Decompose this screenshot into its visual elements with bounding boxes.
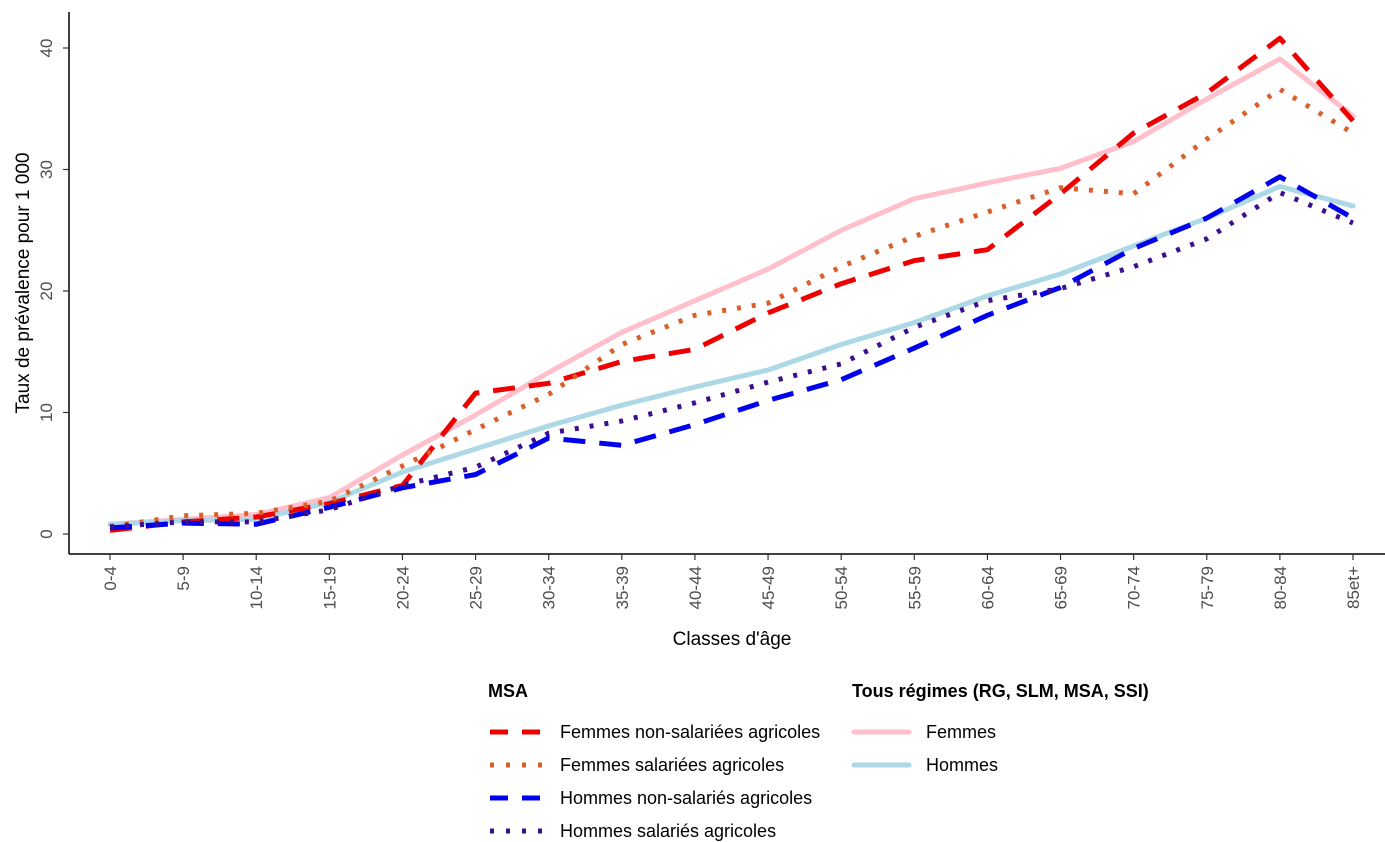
y-ticks: 0 10 20 30 40 [37, 39, 69, 539]
x-tick-label: 30-34 [540, 566, 559, 609]
legend-label: Femmes non-salariées agricoles [560, 722, 820, 742]
series-line-hommes [107, 184, 1356, 527]
x-tick-label: 20-24 [393, 566, 412, 609]
x-tick-label: 25-29 [467, 566, 486, 609]
legend-label: Femmes [926, 722, 996, 742]
x-tick-label: 45-49 [759, 566, 778, 609]
legend-label: Hommes non-salariés agricoles [560, 788, 812, 808]
x-tick-label: 5-9 [174, 566, 193, 591]
legend-group-title: MSA [488, 681, 528, 701]
x-tick-label: 35-39 [613, 566, 632, 609]
x-tick-label: 60-64 [978, 566, 997, 609]
y-tick-label: 0 [37, 529, 56, 538]
x-tick-label: 15-19 [320, 566, 339, 609]
x-tick-label: 55-59 [905, 566, 924, 609]
y-tick-label: 30 [37, 160, 56, 179]
x-axis-title: Classes d'âge [673, 629, 792, 650]
legend-label: Hommes [926, 755, 998, 775]
y-tick-label: 20 [37, 282, 56, 301]
x-ticks: 0-4 5-9 10-14 15-19 20-24 25-29 30-34 35-39 40-4… [101, 554, 1363, 609]
series-line-femmes-salariees-agricoles [109, 86, 1355, 530]
series-line-hommes-salaries-agricoles [109, 190, 1354, 530]
series-line-hommes-non-salaries-agricoles [109, 174, 1355, 531]
x-tick-label: 40-44 [686, 566, 705, 609]
x-tick-label: 70-74 [1125, 566, 1144, 609]
x-tick-label: 80-84 [1271, 566, 1290, 609]
series-line-femmes [107, 56, 1356, 527]
y-axis-title: Taux de prévalence pour 1 000 [13, 153, 34, 414]
x-tick-label: 10-14 [247, 566, 266, 609]
legend-group-title: Tous régimes (RG, SLM, MSA, SSI) [852, 681, 1149, 701]
x-tick-label: 0-4 [101, 566, 120, 591]
legend: MSA Femmes non-salariées agricoles Femmes … [488, 681, 1149, 841]
series-lines [107, 35, 1356, 533]
y-tick-label: 10 [37, 403, 56, 422]
x-tick-label: 50-54 [832, 566, 851, 609]
y-tick-label: 40 [37, 39, 56, 58]
legend-label: Femmes salariées agricoles [560, 755, 784, 775]
x-tick-label: 65-69 [1052, 566, 1071, 609]
x-tick-label: 85et+ [1344, 566, 1363, 609]
x-tick-label: 75-79 [1198, 566, 1217, 609]
legend-label: Hommes salariés agricoles [560, 821, 776, 841]
